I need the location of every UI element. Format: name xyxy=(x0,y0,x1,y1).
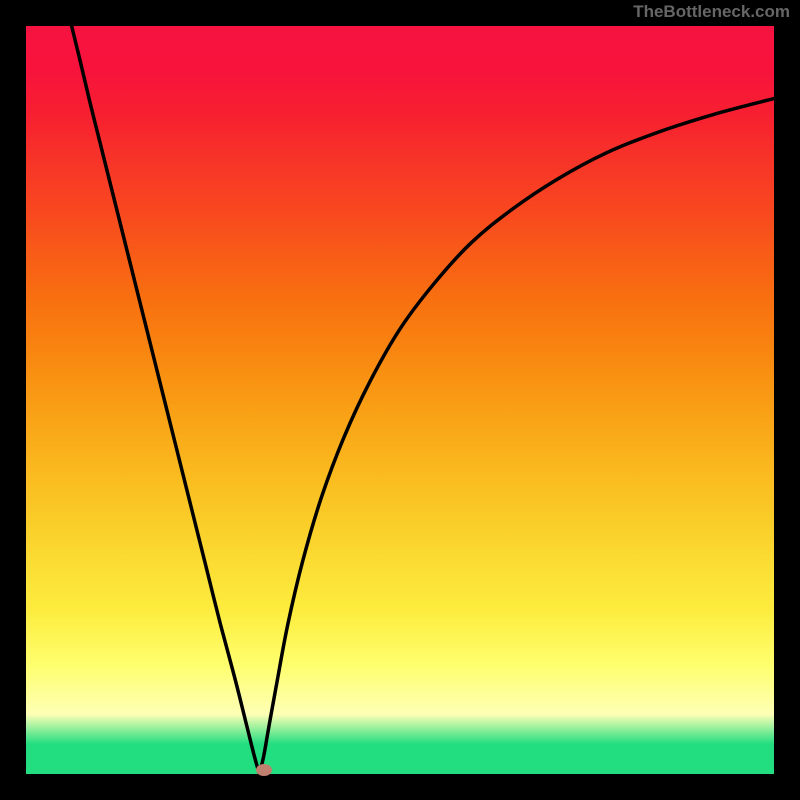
curve-right-branch xyxy=(259,99,774,774)
watermark-text: TheBottleneck.com xyxy=(633,2,790,22)
curve-left-branch xyxy=(72,26,260,774)
bottleneck-curve xyxy=(26,26,774,774)
plot-area xyxy=(26,26,774,774)
optimum-marker xyxy=(256,764,272,776)
